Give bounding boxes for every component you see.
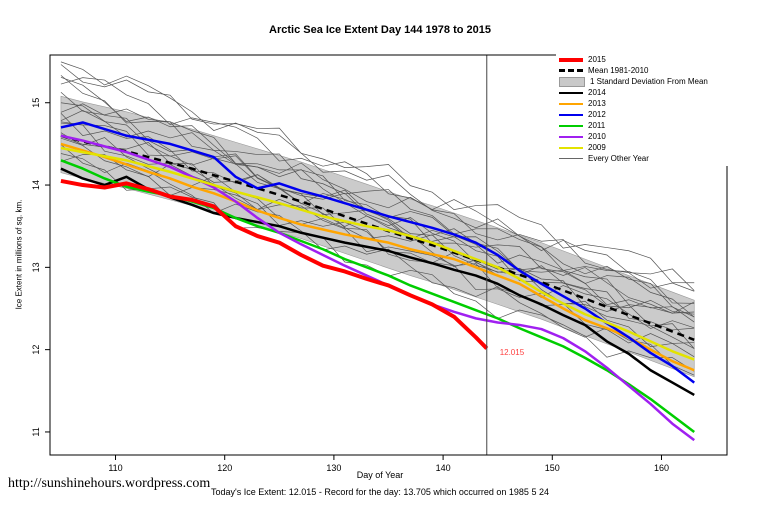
svg-text:11: 11 [31, 427, 41, 436]
legend-label: 2010 [588, 132, 606, 141]
legend-label: 2012 [588, 110, 606, 119]
legend-swatch-2012 [559, 113, 583, 116]
legend-swatch-every-other-year [559, 158, 583, 159]
legend-label: 1 Standard Deviation From Mean [590, 77, 708, 86]
legend-item: 2012 [559, 109, 735, 120]
legend-swatch-2011 [559, 124, 583, 127]
legend-item: 2011 [559, 120, 735, 131]
legend-swatch-mean-1981-2010 [559, 69, 583, 72]
legend-item: Every Other Year [559, 153, 735, 164]
legend-swatch-2009 [559, 146, 583, 149]
svg-text:15: 15 [31, 98, 41, 108]
svg-text:120: 120 [217, 463, 232, 473]
legend-swatch-2015 [559, 57, 583, 62]
legend-swatch-2014 [559, 91, 583, 94]
svg-text:160: 160 [654, 463, 669, 473]
legend-label: 2009 [588, 143, 606, 152]
footer-note: Today's Ice Extent: 12.015 - Record for … [211, 487, 549, 497]
svg-text:140: 140 [436, 463, 451, 473]
legend-item: 2015 [559, 54, 735, 65]
svg-text:12: 12 [31, 345, 41, 355]
source-url[interactable]: http://sunshinehours.wordpress.com [8, 476, 211, 491]
legend-label: 2014 [588, 88, 606, 97]
legend-item: 1 Standard Deviation From Mean [559, 76, 735, 87]
svg-text:12.015: 12.015 [500, 348, 525, 357]
legend-swatch-1-standard-deviation-from-mean [559, 76, 585, 87]
svg-text:110: 110 [108, 463, 122, 473]
legend-item: 2010 [559, 131, 735, 142]
legend-label: Every Other Year [588, 154, 649, 163]
legend: 2015 Mean 1981-2010 1 Standard Deviation F… [556, 52, 738, 166]
legend-label: Mean 1981-2010 [588, 66, 649, 75]
legend-swatch-2013 [559, 102, 583, 105]
svg-text:130: 130 [326, 463, 341, 473]
svg-text:14: 14 [31, 180, 41, 190]
legend-item: Mean 1981-2010 [559, 65, 735, 76]
x-axis-title: Day of Year [356, 470, 404, 480]
svg-text:13: 13 [31, 262, 41, 272]
chart-title: Arctic Sea Ice Extent Day 144 1978 to 20… [269, 24, 491, 36]
legend-label: 2011 [588, 121, 606, 130]
y-axis-title: Ice Extent in millions of sq. km. [14, 199, 24, 310]
legend-label: 2015 [588, 55, 606, 64]
svg-text:150: 150 [545, 463, 560, 473]
legend-label: 2013 [588, 99, 606, 108]
legend-item: 2013 [559, 98, 735, 109]
legend-swatch-2010 [559, 135, 583, 138]
legend-item: 2014 [559, 87, 735, 98]
legend-item: 2009 [559, 142, 735, 153]
